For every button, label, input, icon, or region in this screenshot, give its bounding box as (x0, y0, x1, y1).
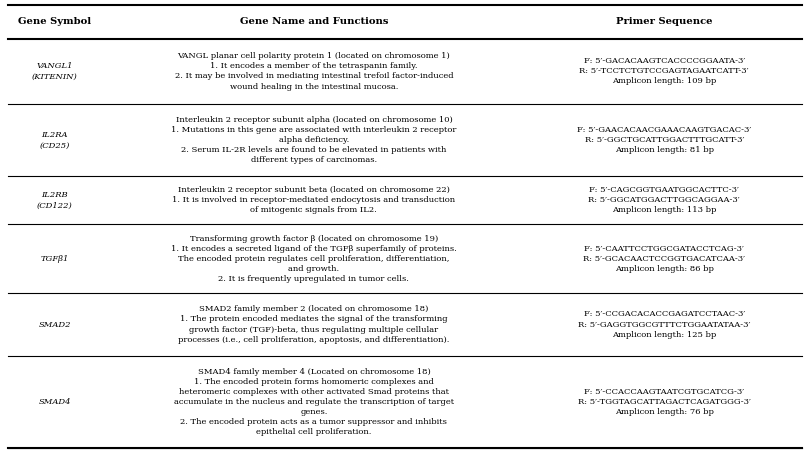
Text: SMAD4: SMAD4 (38, 398, 71, 406)
Text: F: 5′-CCACCAAGTAATCGTGCATCG-3′
R: 5′-TGGTAGCATTAGACTCAGATGGG-3′
Amplicon length:: F: 5′-CCACCAAGTAATCGTGCATCG-3′ R: 5′-TGG… (578, 388, 751, 416)
Text: SMAD4 family member 4 (Located on chromosome 18)
1. The encoded protein forms ho: SMAD4 family member 4 (Located on chromo… (174, 368, 454, 436)
Text: F: 5′-GAACACAACGAAACAAGTGACAC-3′
R: 5′-GGCTGCATTGGACTTTGCATT-3′
Amplicon length:: F: 5′-GAACACAACGAAACAAGTGACAC-3′ R: 5′-G… (577, 126, 752, 154)
Text: TGFβ1: TGFβ1 (40, 255, 69, 263)
Text: Interleukin 2 receptor subunit alpha (located on chromosome 10)
1. Mutations in : Interleukin 2 receptor subunit alpha (lo… (171, 116, 457, 164)
Text: Transforming growth factor β (located on chromosome 19)
1. It encodes a secreted: Transforming growth factor β (located on… (171, 235, 457, 283)
Text: IL2RA
(CD25): IL2RA (CD25) (40, 131, 70, 149)
Text: VANGL planar cell polarity protein 1 (located on chromosome 1)
1. It encodes a m: VANGL planar cell polarity protein 1 (lo… (175, 52, 453, 91)
Text: SMAD2 family member 2 (located on chromosome 18)
1. The protein encoded mediates: SMAD2 family member 2 (located on chromo… (178, 305, 450, 344)
Text: Gene Name and Functions: Gene Name and Functions (240, 17, 388, 26)
Text: Interleukin 2 receptor subunit beta (located on chromosome 22)
1. It is involved: Interleukin 2 receptor subunit beta (loc… (173, 186, 455, 214)
Text: F: 5′-GACACAAGTCACCCCGGAATA-3′
R: 5′-TCCTCTGTCCGAGTAGAATCATT-3′
Amplicon length:: F: 5′-GACACAAGTCACCCCGGAATA-3′ R: 5′-TCC… (579, 57, 749, 86)
Text: IL2RB
(CD122): IL2RB (CD122) (36, 191, 73, 209)
Text: F: 5′-CAGCGGTGAATGGCACTTC-3′
R: 5′-GGCATGGACTTGGCAGGAA-3′
Amplicon length: 113 b: F: 5′-CAGCGGTGAATGGCACTTC-3′ R: 5′-GGCAT… (588, 186, 740, 214)
Text: VANGL1
(KITENIN): VANGL1 (KITENIN) (32, 62, 78, 81)
Text: Gene Symbol: Gene Symbol (18, 17, 92, 26)
Text: SMAD2: SMAD2 (38, 321, 71, 328)
Text: Primer Sequence: Primer Sequence (616, 17, 713, 26)
Text: F: 5′-CCGACACACCGAGATCCTAAC-3′
R: 5′-GAGGTGGCGTTTCTGGAATATAA-3′
Amplicon length:: F: 5′-CCGACACACCGAGATCCTAAC-3′ R: 5′-GAG… (578, 310, 750, 339)
Text: F: 5′-CAATTCCTGGCGATACCTCAG-3′
R: 5′-GCACAACTCCGGTGACATCAA-3′
Amplicon length: 8: F: 5′-CAATTCCTGGCGATACCTCAG-3′ R: 5′-GCA… (583, 245, 745, 273)
